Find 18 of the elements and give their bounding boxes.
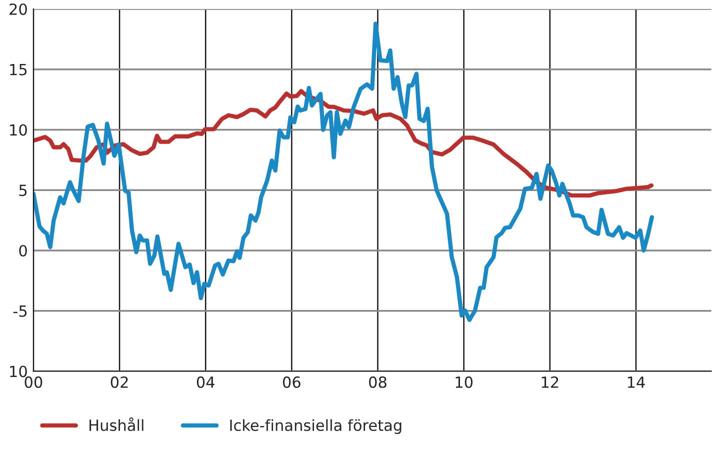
x-tick-label: 08 (369, 376, 386, 388)
x-tick-label: 06 (282, 376, 300, 388)
y-tick-label: 10 (10, 124, 27, 136)
x-tick-label: 10 (456, 376, 473, 388)
x-tick-label: 00 (24, 376, 42, 388)
y-tick-label: 20 (10, 3, 27, 16)
y-tick-label: 15 (10, 64, 27, 76)
x-tick-label: 02 (110, 376, 128, 388)
legend-label: Hushåll (90, 417, 144, 432)
x-tick-label: 04 (196, 376, 214, 388)
y-tick-label: 5 (19, 184, 27, 196)
legend-label: Icke-finansiella företag (230, 419, 402, 434)
y-tick-label: -5 (13, 306, 27, 317)
x-tick-label: 14 (628, 376, 645, 388)
line-series (33, 22, 654, 322)
y-tick-label: 0 (19, 244, 27, 257)
x-tick-label: 12 (542, 376, 558, 388)
y-tick-label: 10 (10, 366, 27, 378)
